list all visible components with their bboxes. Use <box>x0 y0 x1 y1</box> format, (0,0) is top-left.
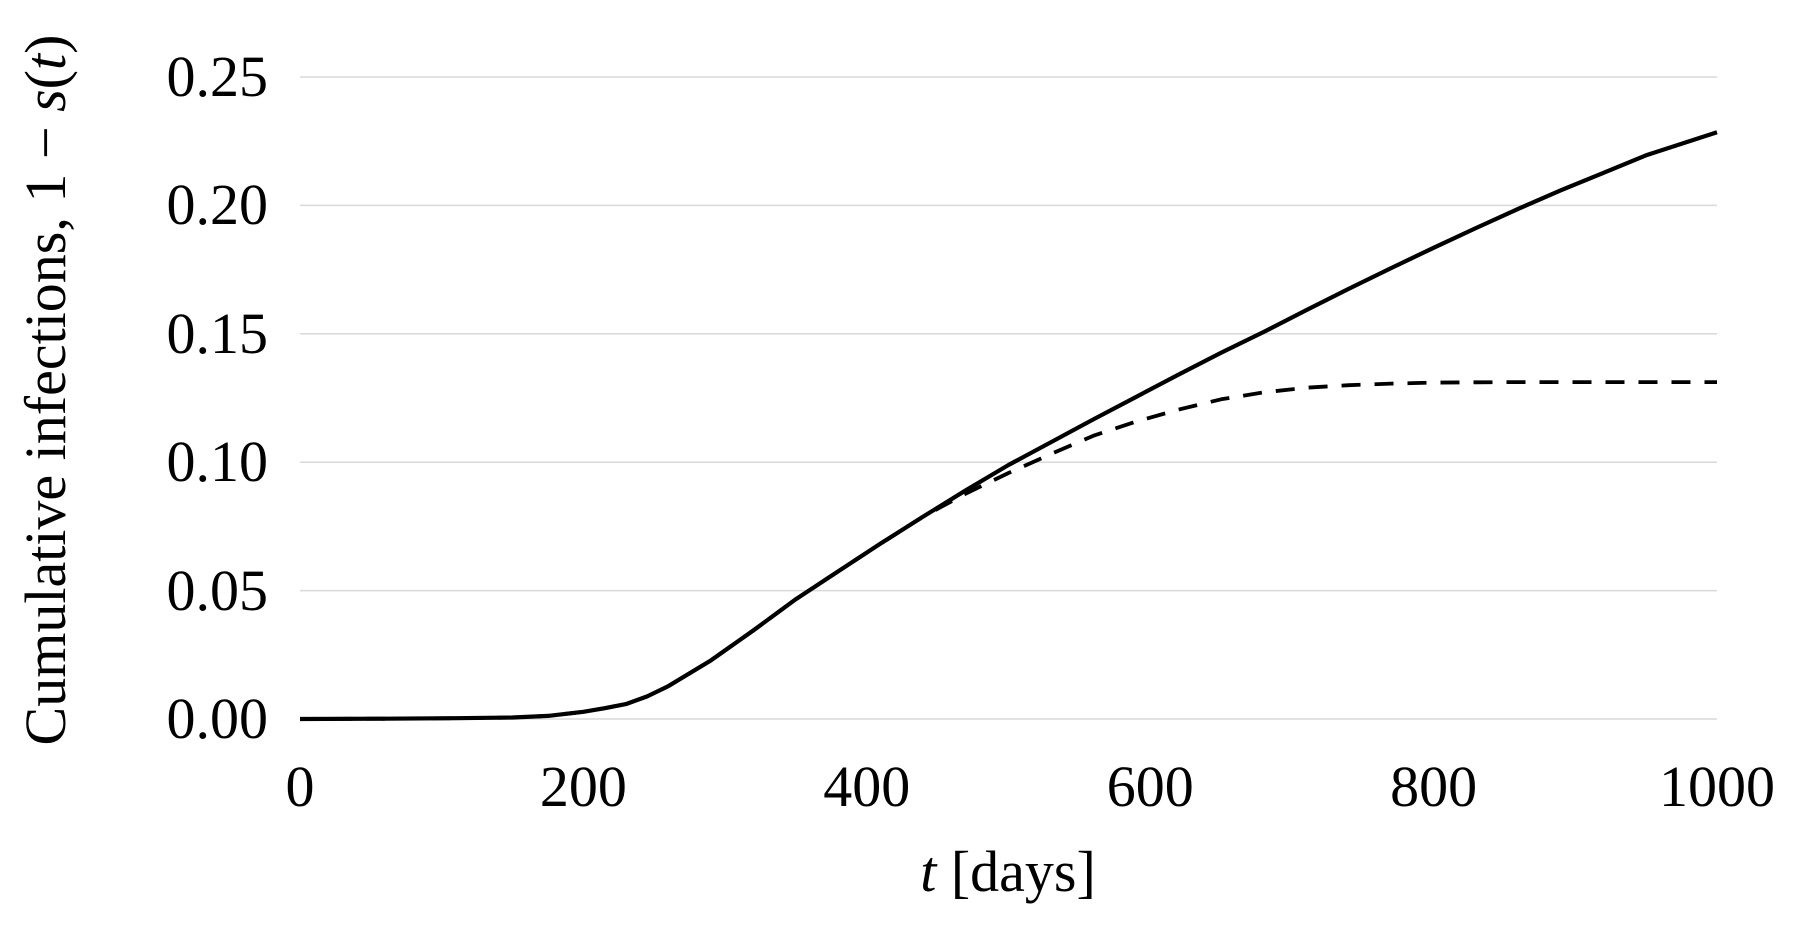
y-axis-title-paren-open: ( <box>13 69 78 90</box>
x-tick-label: 600 <box>1106 754 1194 819</box>
y-axis-title: Cumulative infections, 1 − s(t) <box>13 35 78 746</box>
x-tick-label: 200 <box>539 754 627 819</box>
y-axis-title-t-italic: t <box>13 53 78 70</box>
x-axis-title-text: [days] <box>936 839 1096 904</box>
y-tick-label: 0.20 <box>166 172 269 238</box>
series-dashed-line <box>299 380 1717 721</box>
y-tick-label: 0.10 <box>166 429 269 495</box>
y-axis-title-text: Cumulative infections, 1 − <box>13 111 78 746</box>
x-axis-title: t [days] <box>920 843 1096 901</box>
y-tick-label: 0.25 <box>166 44 269 109</box>
x-axis-title-t-italic: t <box>920 839 937 904</box>
series-solid-line <box>299 130 1718 722</box>
y-axis-title-paren-close: ) <box>13 34 78 54</box>
y-tick-label: 0.05 <box>166 557 269 623</box>
x-tick-label: 400 <box>823 754 911 819</box>
x-tick-label: 0 <box>285 754 315 819</box>
y-axis-title-s-italic: s <box>13 89 78 112</box>
x-tick-label: 800 <box>1390 754 1478 819</box>
x-tick-label: 1000 <box>1659 754 1775 819</box>
y-tick-label: 0.15 <box>166 300 269 366</box>
y-tick-label: 0.00 <box>166 686 269 751</box>
